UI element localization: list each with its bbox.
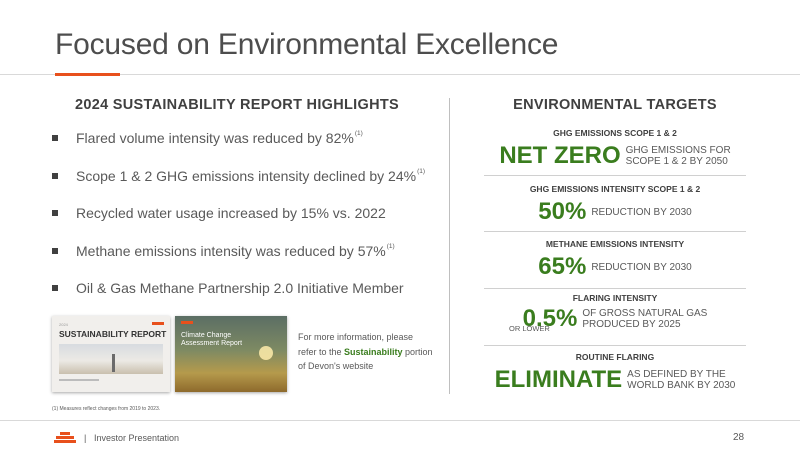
report-cover-line — [59, 379, 99, 381]
target-description: GHG EMISSIONS FOR SCOPE 1 & 2 BY 2050 — [625, 145, 731, 167]
highlight-text: Recycled water usage increased by 15% vs… — [76, 205, 386, 221]
devon-logo-icon — [54, 432, 76, 444]
highlight-text: Oil & Gas Methane Partnership 2.0 Initia… — [76, 280, 404, 296]
report-logo-icon — [152, 322, 164, 325]
report-logo-icon — [181, 321, 193, 324]
sun-icon — [259, 346, 273, 360]
drilling-rig-icon — [112, 354, 115, 372]
column-divider — [449, 98, 450, 394]
slide-title: Focused on Environmental Excellence — [55, 28, 559, 61]
footnote-ref: (1) — [354, 130, 363, 137]
footer-rule — [0, 420, 800, 421]
highlight-text: Flared volume intensity was reduced by 8… — [76, 130, 354, 146]
target-label: FLARING INTENSITY — [572, 293, 658, 303]
highlights-heading: 2024 SUSTAINABILITY REPORT HIGHLIGHTS — [75, 97, 399, 113]
highlight-text: Methane emissions intensity was reduced … — [76, 242, 386, 259]
bullet-square-icon — [52, 247, 58, 254]
report-thumbnail-title: Climate Change Assessment Report — [181, 332, 243, 347]
footnote-ref: (1) — [386, 242, 395, 250]
target-methane-intensity: METHANE EMISSIONS INTENSITY 65% REDUCTION… — [484, 239, 746, 285]
page-number: 28 — [733, 432, 745, 443]
target-value: 65% — [538, 253, 587, 280]
target-value: NET ZERO — [499, 142, 621, 169]
targets-heading: ENVIRONMENTAL TARGETS — [513, 97, 717, 113]
target-description: REDUCTION BY 2030 — [591, 206, 692, 218]
target-flaring-intensity: FLARING INTENSITY 0.5% OF GROSS NATURAL G… — [484, 293, 746, 345]
target-label: METHANE EMISSIONS INTENSITY — [545, 239, 685, 249]
bullet-square-icon — [52, 172, 58, 179]
target-qualifier: OR LOWER — [509, 324, 550, 333]
target-label: GHG EMISSIONS INTENSITY SCOPE 1 & 2 — [529, 184, 701, 194]
target-label: ROUTINE FLARING — [575, 352, 655, 362]
report-label: 2024 — [59, 322, 68, 327]
target-routine-flaring: ROUTINE FLARING ELIMINATE AS DEFINED BY T… — [484, 352, 746, 398]
footnote-ref: (1) — [417, 167, 426, 175]
target-value: ELIMINATE — [494, 366, 623, 393]
sustainability-report-thumbnail[interactable]: 2024 SUSTAINABILITY REPORT — [52, 316, 170, 392]
target-description: REDUCTION BY 2030 — [591, 261, 692, 273]
footer-separator: | — [84, 433, 87, 443]
bullet-square-icon — [52, 285, 58, 291]
target-value: 0.5% — [522, 305, 578, 332]
target-separator — [484, 175, 746, 176]
highlight-text: Scope 1 & 2 GHG emissions intensity decl… — [76, 167, 417, 184]
footer-label: Investor Presentation — [94, 433, 180, 443]
target-description: AS DEFINED BY THE WORLD BANK BY 2030 — [627, 369, 736, 391]
bullet-square-icon — [52, 210, 58, 216]
more-info-text: For more information, please refer to th… — [298, 332, 433, 371]
report-cover-image — [59, 344, 163, 374]
report-thumbnail-title: SUSTAINABILITY REPORT — [59, 329, 167, 339]
sustainability-link[interactable]: Sustainability — [344, 346, 403, 357]
target-separator — [484, 231, 746, 232]
title-rule — [0, 74, 800, 75]
target-value: 50% — [538, 198, 587, 225]
target-label: GHG EMISSIONS SCOPE 1 & 2 — [553, 128, 677, 138]
title-accent-bar — [55, 73, 120, 76]
bullet-square-icon — [52, 135, 58, 141]
footnote: (1) Measures reflect changes from 2019 t… — [52, 406, 161, 412]
climate-report-thumbnail[interactable]: Climate Change Assessment Report — [175, 316, 287, 392]
target-ghg-intensity: GHG EMISSIONS INTENSITY SCOPE 1 & 2 50% R… — [484, 184, 746, 230]
target-ghg-scope: GHG EMISSIONS SCOPE 1 & 2 NET ZERO GHG EM… — [484, 128, 746, 174]
target-separator — [484, 288, 746, 289]
target-description: OF GROSS NATURAL GAS PRODUCED BY 2025 — [582, 308, 708, 330]
target-separator — [484, 345, 746, 346]
